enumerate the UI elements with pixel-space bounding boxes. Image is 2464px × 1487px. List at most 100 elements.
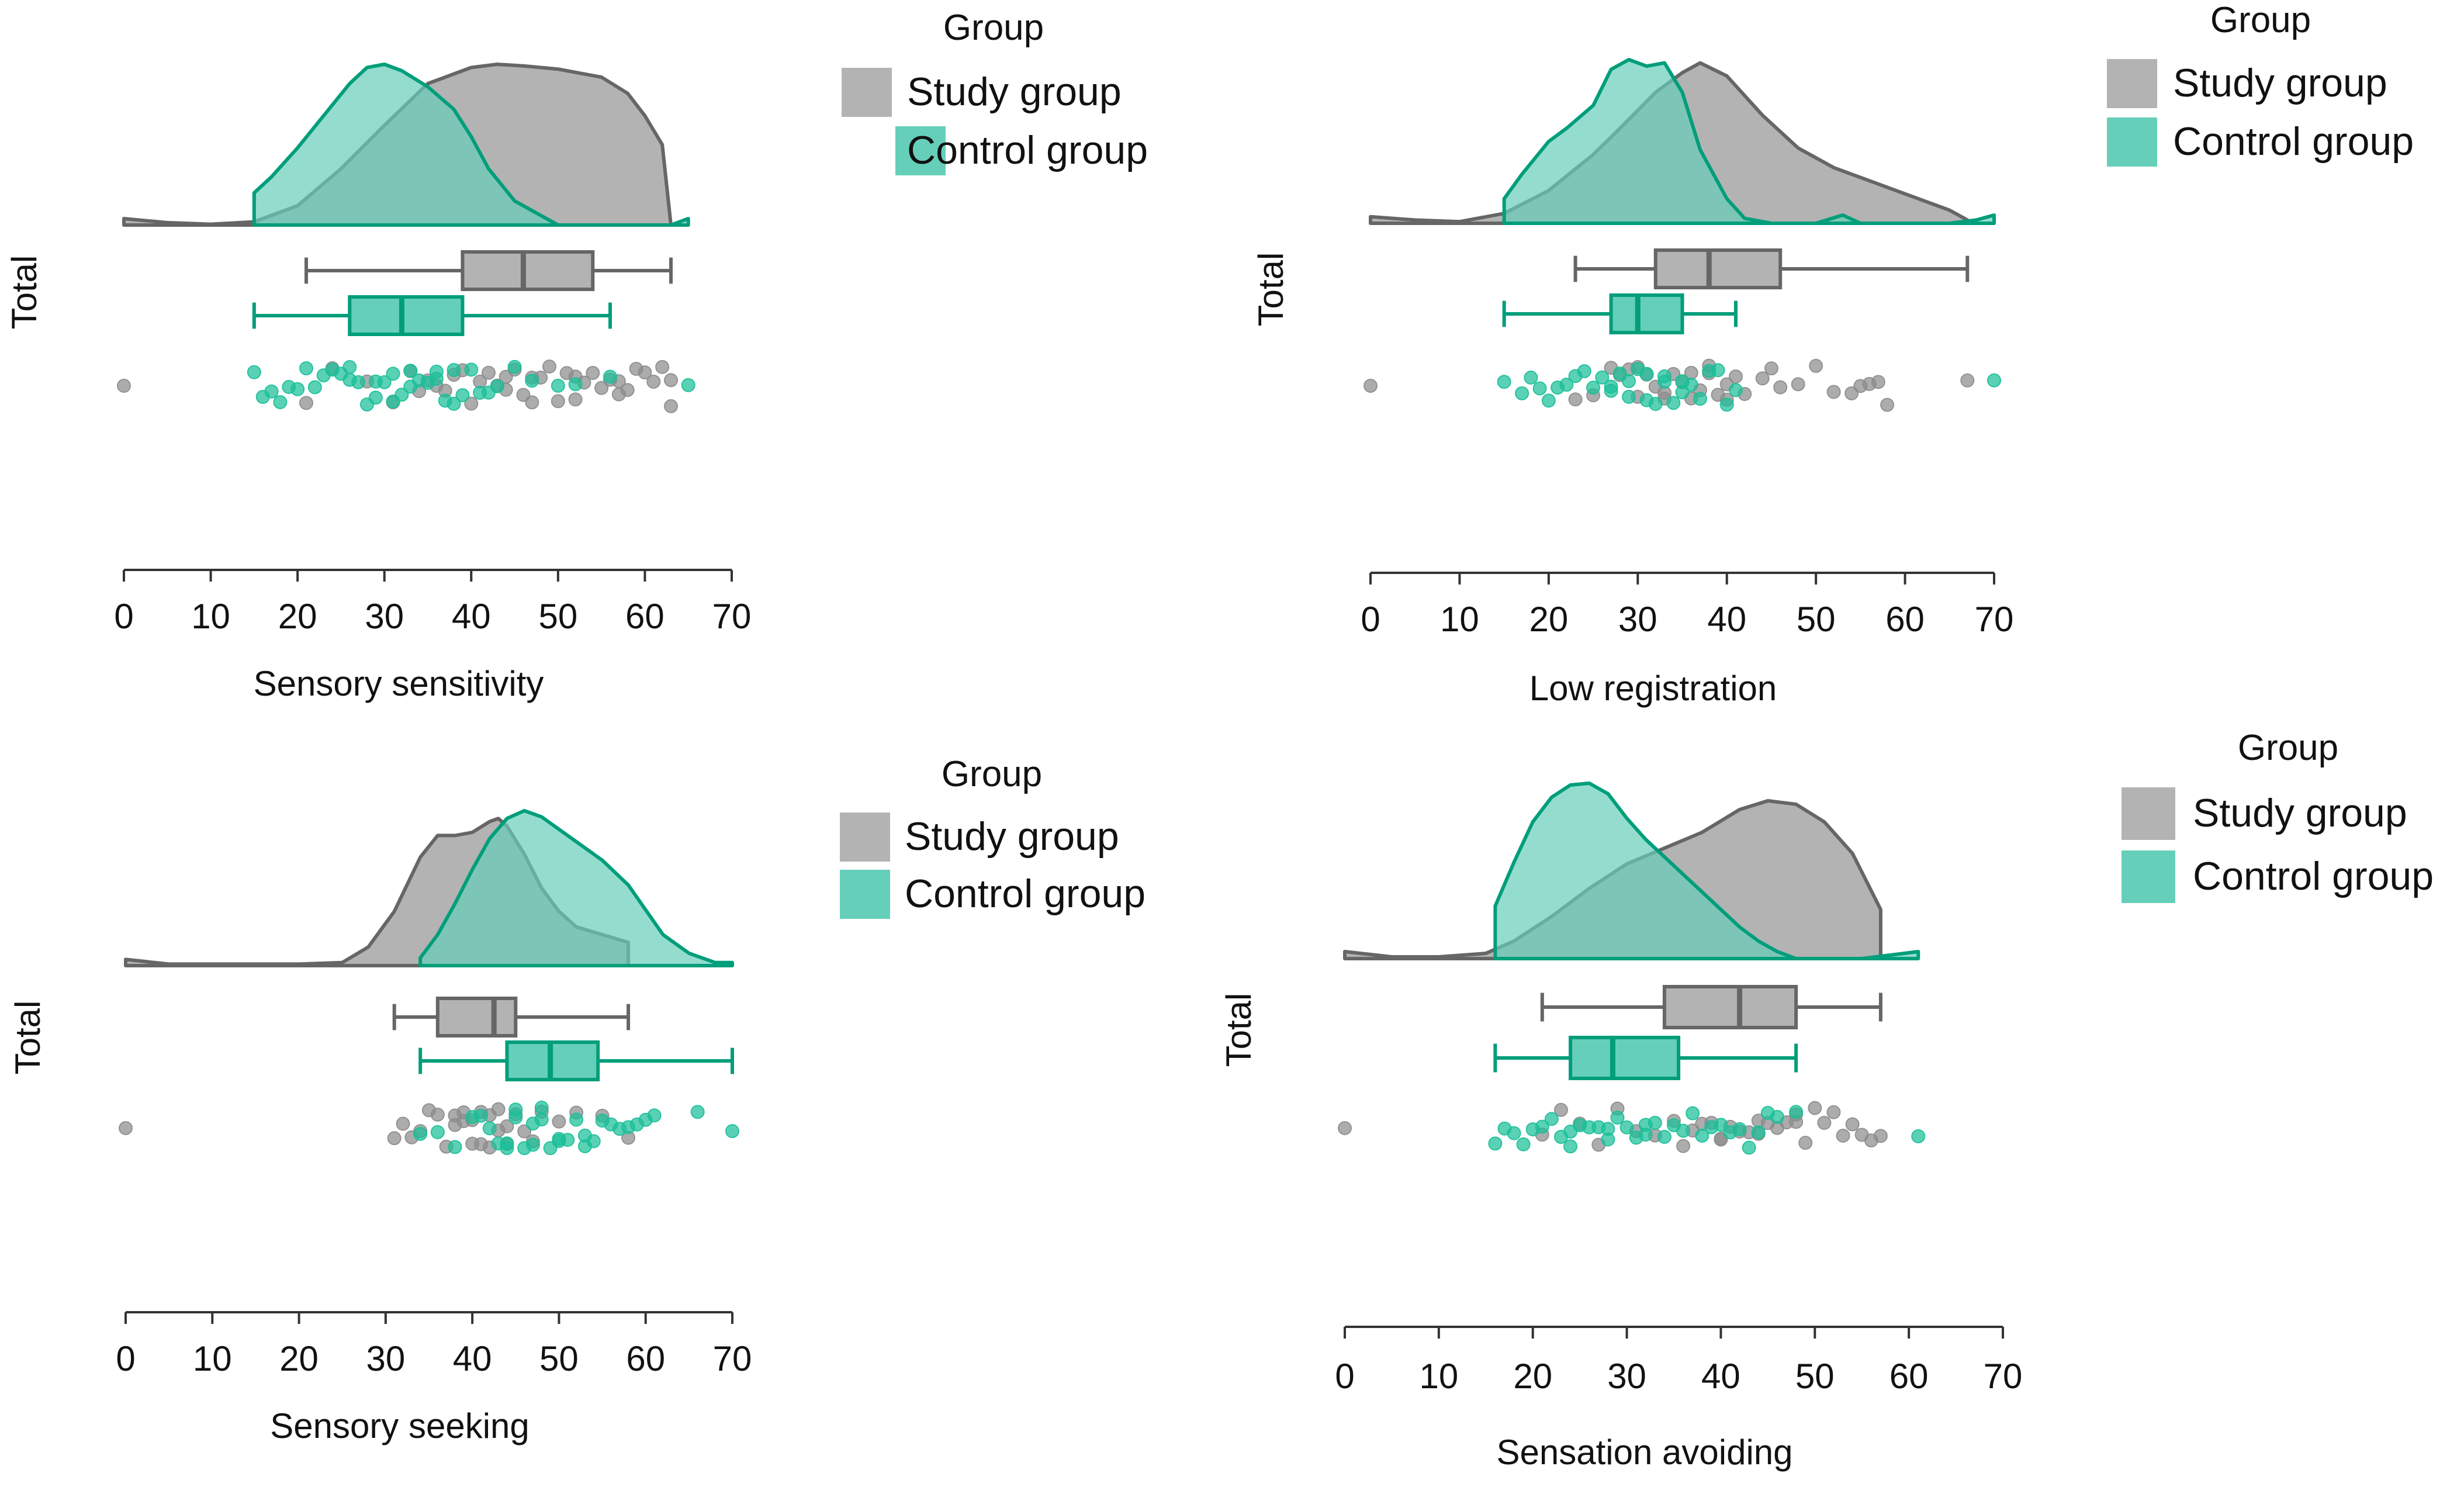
point-study xyxy=(1808,1101,1822,1115)
point-control xyxy=(1732,1122,1747,1136)
x-tick-label: 70 xyxy=(1984,1357,2023,1396)
x-tick-label: 30 xyxy=(1618,600,1657,639)
point-control xyxy=(1728,383,1743,397)
point-control xyxy=(1648,397,1663,411)
point-study xyxy=(1764,361,1778,376)
point-study xyxy=(1880,397,1895,412)
point-control xyxy=(1657,1130,1671,1144)
point-study xyxy=(465,1136,480,1151)
legend-title: Group xyxy=(943,8,1044,48)
y-axis-title: Total xyxy=(5,255,44,330)
x-tick-label: 10 xyxy=(1419,1357,1458,1396)
point-control xyxy=(551,378,565,393)
point-study xyxy=(517,1124,532,1139)
point-control xyxy=(1911,1129,1926,1144)
x-tick-label: 60 xyxy=(1885,600,1925,639)
point-control xyxy=(386,366,400,381)
point-study xyxy=(396,1116,410,1131)
legend-swatch-control xyxy=(838,867,892,921)
point-control xyxy=(525,1137,540,1152)
point-study xyxy=(1553,1102,1568,1117)
point-control xyxy=(1515,386,1529,400)
legend-swatch-study xyxy=(838,810,892,864)
point-study xyxy=(551,394,565,409)
point-study xyxy=(1676,1139,1691,1153)
point-control xyxy=(568,377,583,392)
x-tick-label: 60 xyxy=(1889,1357,1929,1396)
point-control xyxy=(448,1140,462,1154)
x-tick-label: 10 xyxy=(191,597,230,636)
point-control xyxy=(430,1125,445,1139)
point-control xyxy=(1711,363,1725,378)
point-control xyxy=(1638,1128,1653,1142)
x-tick-label: 20 xyxy=(1529,600,1568,639)
point-study xyxy=(1755,371,1770,386)
legend-label-study: Study group xyxy=(2193,791,2407,835)
legend-label-control: Control group xyxy=(907,128,1148,172)
point-study xyxy=(1338,1121,1352,1135)
point-control xyxy=(1622,374,1636,388)
point-study xyxy=(542,359,556,374)
box-control xyxy=(1609,293,1684,334)
point-control xyxy=(1648,1115,1662,1130)
point-control xyxy=(1516,1137,1531,1151)
point-study xyxy=(1826,1105,1841,1119)
x-tick-label: 50 xyxy=(1795,1357,1835,1396)
point-control xyxy=(342,360,357,375)
point-control xyxy=(290,382,305,396)
point-control xyxy=(447,396,461,411)
point-control xyxy=(490,379,504,393)
point-control xyxy=(508,1110,523,1125)
legend-label-control: Control group xyxy=(905,872,1146,916)
x-tick-label: 50 xyxy=(1797,600,1836,639)
point-study xyxy=(119,1121,133,1135)
point-control xyxy=(725,1124,739,1139)
point-study xyxy=(646,375,661,389)
point-control xyxy=(377,375,392,389)
point-control xyxy=(368,390,383,405)
point-control xyxy=(603,369,617,384)
point-control xyxy=(1577,364,1591,379)
point-control xyxy=(247,365,261,379)
point-study xyxy=(1826,385,1841,399)
x-tick-label: 70 xyxy=(712,597,752,636)
x-tick-label: 0 xyxy=(1361,600,1380,639)
x-tick-label: 20 xyxy=(278,597,317,636)
box-study xyxy=(435,997,518,1038)
point-control xyxy=(1619,1120,1634,1135)
point-study xyxy=(552,1114,566,1129)
point-control xyxy=(1686,1106,1700,1121)
x-tick-label: 0 xyxy=(1335,1357,1354,1396)
point-control xyxy=(1535,1119,1549,1134)
x-axis-title: Sensory sensitivity xyxy=(254,664,544,703)
point-control xyxy=(1742,1140,1756,1155)
point-control xyxy=(1676,1123,1691,1138)
point-study xyxy=(1960,373,1975,388)
point-control xyxy=(577,1139,592,1154)
point-control xyxy=(1639,366,1654,381)
point-control xyxy=(264,384,279,399)
box-study xyxy=(461,250,595,291)
legend-swatch-study xyxy=(2119,785,2178,842)
point-control xyxy=(1488,1136,1503,1151)
point-study xyxy=(1844,386,1859,400)
density-control xyxy=(418,809,734,967)
point-control xyxy=(681,378,695,392)
legend-title: Group xyxy=(2210,0,2311,40)
density-control xyxy=(1502,58,1996,225)
point-control xyxy=(1524,371,1538,385)
point-control xyxy=(307,380,322,395)
legend-title: Group xyxy=(942,754,1042,794)
point-study xyxy=(1773,380,1788,395)
point-control xyxy=(690,1105,705,1119)
point-study xyxy=(620,383,635,397)
point-control xyxy=(1563,1139,1578,1154)
x-axis-title: Low registration xyxy=(1529,669,1777,708)
legend-swatch-study xyxy=(2105,57,2160,110)
point-study xyxy=(1817,1116,1832,1130)
point-control xyxy=(1507,1126,1521,1140)
point-control xyxy=(482,1121,497,1136)
point-control xyxy=(1544,1112,1559,1126)
raincloud-panel-3: 0 10 20 30 40 50 60 70 Sensory seeking Total Group… xyxy=(8,754,1146,1445)
